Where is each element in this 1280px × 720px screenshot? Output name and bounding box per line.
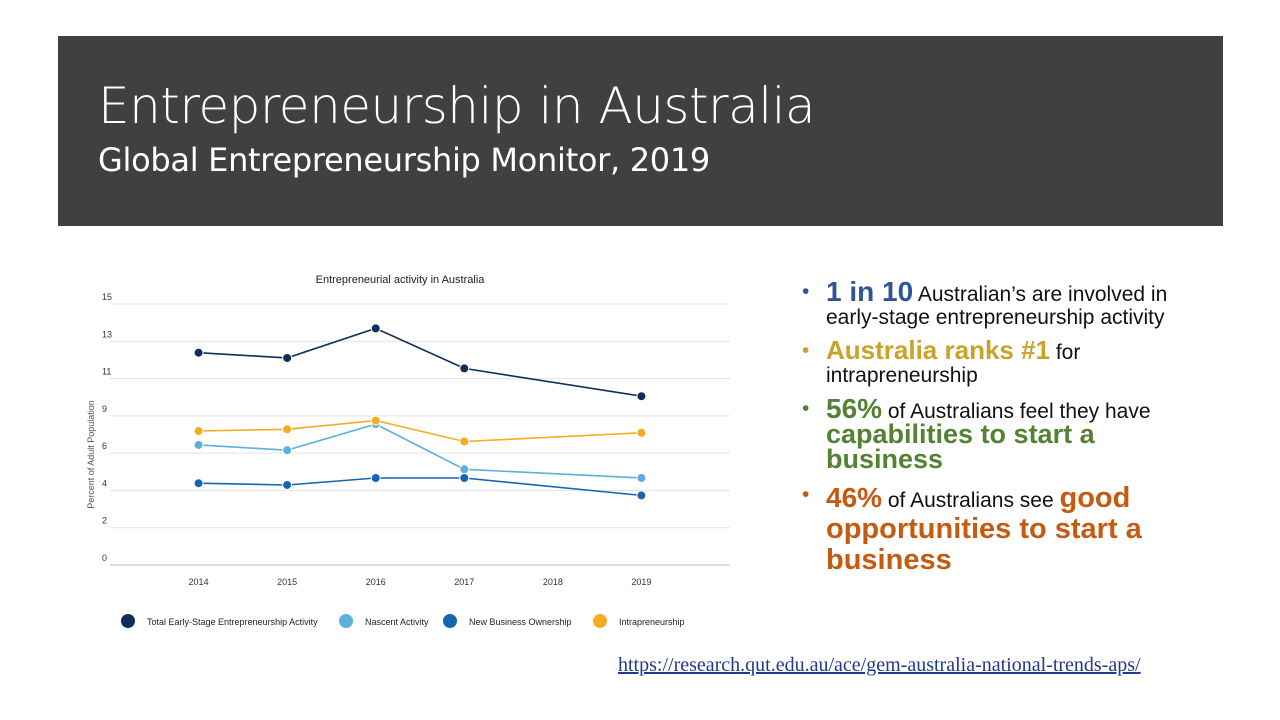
bullet-dot-icon: • bbox=[802, 280, 810, 303]
fact-text: of Australians feel they have bbox=[882, 400, 1151, 423]
key-facts-list: • 1 in 10 Australian’s are involved in e… bbox=[800, 278, 1215, 586]
legend-marker bbox=[121, 614, 135, 628]
fact-text: of Australians see bbox=[882, 489, 1060, 512]
fact-early-stage: • 1 in 10 Australian’s are involved in e… bbox=[800, 278, 1215, 330]
x-tick-label: 2017 bbox=[454, 577, 474, 587]
fact-highlight: 1 in 10 bbox=[826, 276, 914, 307]
fact-capabilities: • 56% of Australians feel they have capa… bbox=[800, 395, 1215, 474]
slide-title: Entrepreneurship in Australia bbox=[98, 77, 816, 135]
data-point bbox=[459, 363, 470, 374]
legend-label: Nascent Activity bbox=[365, 617, 429, 627]
fact-highlight: Australia ranks #1 bbox=[826, 335, 1051, 365]
fact-highlight-secondary: capabilities to start a business bbox=[826, 419, 1095, 474]
data-point bbox=[193, 347, 204, 358]
data-point bbox=[193, 478, 204, 489]
fact-highlight-secondary: good opportunities to start a business bbox=[826, 482, 1142, 576]
title-banner: Entrepreneurship in Australia Global Ent… bbox=[58, 36, 1223, 226]
y-tick-label: 4 bbox=[102, 478, 107, 488]
fact-highlight: 56% bbox=[826, 393, 883, 424]
bullet-dot-icon: • bbox=[802, 483, 810, 506]
x-tick-label: 2014 bbox=[189, 577, 209, 587]
fact-highlight: 46% bbox=[826, 482, 883, 513]
y-tick-label: 6 bbox=[102, 441, 107, 451]
fact-opportunities: • 46% of Australians see good opportunit… bbox=[800, 483, 1215, 576]
data-point bbox=[636, 427, 647, 438]
y-tick-label: 13 bbox=[102, 329, 112, 339]
series-line bbox=[198, 477, 642, 497]
data-point bbox=[636, 391, 647, 402]
fact-text: for intrapreneurship bbox=[826, 341, 1081, 387]
y-tick-label: 11 bbox=[102, 367, 111, 377]
y-tick-label: 9 bbox=[102, 404, 107, 414]
entrepreneurial-activity-chart: Entrepreneurial activity in Australia 0 2 4… bbox=[86, 274, 730, 628]
legend-label: Intrapreneurship bbox=[619, 617, 685, 627]
chart-title: Entrepreneurial activity in Australia bbox=[316, 274, 486, 286]
data-point bbox=[282, 445, 293, 456]
data-point bbox=[370, 473, 381, 483]
fact-text: Australian’s are involved in early-stage… bbox=[826, 283, 1168, 329]
y-axis-label: Percent of Adult Population bbox=[86, 400, 96, 509]
data-point bbox=[370, 415, 381, 426]
data-point bbox=[282, 424, 293, 435]
y-tick-label: 0 bbox=[102, 553, 107, 563]
slide-subtitle: Global Entrepreneurship Monitor, 2019 bbox=[98, 141, 710, 179]
data-point bbox=[193, 439, 204, 450]
data-point bbox=[636, 473, 647, 483]
legend-label: Total Early-Stage Entrepreneurship Activ… bbox=[147, 617, 318, 627]
source-link[interactable]: https://research.qut.edu.au/ace/gem-aust… bbox=[618, 654, 1141, 676]
fact-intrapreneurship: • Australia ranks #1 for intrapreneurshi… bbox=[800, 337, 1215, 387]
x-tick-label: 2018 bbox=[543, 577, 563, 587]
legend-marker bbox=[593, 614, 607, 628]
bullet-dot-icon: • bbox=[802, 339, 810, 362]
y-tick-label: 2 bbox=[102, 516, 107, 526]
data-point bbox=[459, 473, 470, 483]
legend-marker bbox=[339, 614, 353, 628]
legend-label: New Business Ownership bbox=[469, 617, 572, 627]
series-line bbox=[198, 419, 642, 443]
data-point bbox=[282, 352, 293, 363]
data-point bbox=[459, 436, 470, 447]
y-tick-label: 15 bbox=[102, 292, 112, 302]
x-tick-label: 2016 bbox=[366, 577, 386, 587]
data-point bbox=[636, 490, 647, 501]
data-point bbox=[370, 323, 381, 334]
x-tick-label: 2019 bbox=[631, 577, 651, 587]
data-point bbox=[459, 464, 470, 475]
data-point bbox=[193, 426, 204, 437]
series-line bbox=[198, 327, 642, 397]
x-tick-label: 2015 bbox=[277, 577, 297, 587]
series-line bbox=[198, 423, 642, 479]
data-point bbox=[282, 479, 293, 490]
bullet-dot-icon: • bbox=[802, 397, 810, 420]
legend-marker bbox=[443, 614, 457, 628]
